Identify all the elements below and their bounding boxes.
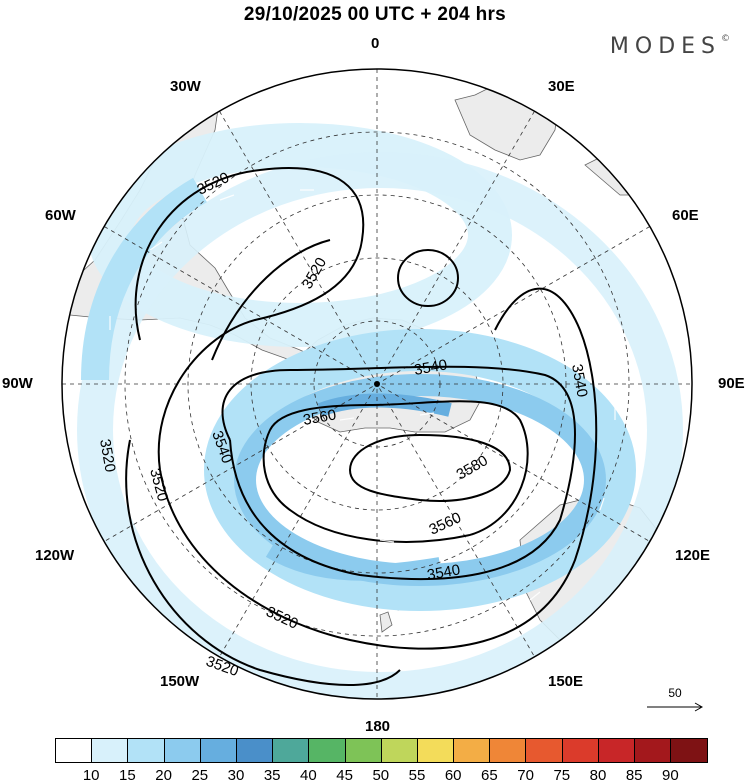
contour-3580: [349, 433, 512, 502]
colorbar-label: 15: [119, 767, 136, 784]
vector-key-label: 50: [668, 686, 682, 700]
colorbar-swatch: [381, 739, 418, 762]
brand-text: MODES: [609, 34, 721, 59]
lon-label-60w: 60W: [45, 207, 76, 224]
colorbar-label: 60: [444, 767, 462, 784]
wind-vectors: [109, 189, 616, 643]
lon-label-120e: 120E: [675, 547, 711, 564]
colorbar-label: 45: [336, 767, 353, 784]
copyright-mark: ©: [721, 34, 730, 44]
colorbar-label: 35: [263, 767, 281, 784]
lon-label-60e: 60E: [672, 207, 699, 224]
contour-label: 3540: [568, 363, 591, 399]
contour-label: 3580: [454, 452, 491, 483]
colorbar-swatch: [273, 739, 310, 762]
contour-3540-closed: [397, 249, 459, 307]
colorbar-labels: 10 15 20 25 30 35 40 45 50 55 60 65 70 75 80 85 90: [55, 763, 708, 784]
modes-logo: MODES©: [610, 34, 730, 59]
lon-label-90e: 90E: [718, 375, 745, 392]
new-zealand-south-land: [379, 611, 393, 633]
colorbar-label: 10: [82, 767, 100, 784]
colorbar-swatch: [671, 739, 708, 762]
contour-3520-c: [211, 239, 331, 361]
colorbar-swatch: [635, 739, 672, 762]
contour-3520-a: [134, 167, 598, 650]
colorbar-swatches: [55, 738, 709, 763]
colorbar-swatch: [454, 739, 491, 762]
colorbar-label: 55: [408, 767, 426, 784]
colorbar-swatch: [92, 739, 129, 762]
lon-label-150e: 150E: [548, 673, 584, 690]
colorbar-label: 20: [155, 767, 172, 784]
lon-label-0: 0: [371, 35, 380, 52]
contour-label: 3540: [413, 356, 449, 379]
africa-land: [454, 71, 561, 161]
lon-label-180: 180: [365, 718, 391, 735]
colorbar-swatch: [200, 739, 237, 762]
colorbar-label: 25: [191, 767, 209, 784]
lon-label-150w: 150W: [160, 673, 200, 690]
contour-label: 3560: [427, 509, 464, 539]
map-title: 29/10/2025 00 UTC + 204 hrs: [243, 4, 507, 25]
contours: [125, 167, 598, 686]
colorbar-label: 50: [372, 767, 390, 784]
jet-band-west: [81, 177, 208, 381]
colorbar-swatch: [598, 739, 635, 762]
colorbar-swatch: [164, 739, 201, 762]
colorbar-label: 65: [481, 767, 498, 784]
colorbar-label: 40: [300, 767, 317, 784]
inner-jet-band: [204, 329, 636, 611]
contour-label: 3560: [302, 406, 338, 429]
colorbar-swatch: [490, 739, 527, 762]
pole-marker: [374, 381, 380, 387]
colorbar-swatch: [128, 739, 165, 762]
map-boundary: [61, 68, 693, 700]
colorbar-swatch: [309, 739, 346, 762]
colorbar-swatch: [345, 739, 382, 762]
outer-jet-band: [77, 152, 683, 699]
wind-speed-shading: [77, 123, 683, 699]
colorbar-swatch: [562, 739, 599, 762]
contour-3560: [262, 400, 529, 543]
contour-3540: [221, 365, 576, 581]
contour-label: 3520: [146, 467, 171, 504]
colorbar-label: 75: [553, 767, 571, 784]
vector-key-arrow-icon: [647, 702, 704, 712]
madagascar-land: [584, 149, 671, 196]
colorbar-label: 30: [227, 767, 245, 784]
vector-key: 50: [645, 686, 705, 719]
lon-label-30w: 30W: [170, 78, 201, 95]
lon-label-30e: 30E: [548, 78, 575, 95]
colorbar-swatch: [56, 739, 93, 762]
lon-label-90w: 90W: [2, 375, 33, 392]
contour-label: 3520: [299, 255, 330, 292]
colorbar-swatch: [526, 739, 563, 762]
contour-label: 3520: [96, 438, 119, 474]
colorbar-label: 85: [625, 767, 643, 784]
colorbar-label: 80: [589, 767, 607, 784]
jet-band-upper: [88, 123, 512, 347]
colorbar: 10 15 20 25 30 35 40 45 50 55 60 65 70 75 80 85 90: [55, 738, 709, 784]
colorbar-label: 70: [517, 767, 534, 784]
colorbar-label: 90: [662, 767, 679, 784]
contour-label: 3520: [263, 603, 300, 633]
contour-label: 3540: [426, 561, 462, 584]
contour-3520-b: [125, 439, 401, 686]
colorbar-swatch: [236, 739, 274, 762]
lon-label-120w: 120W: [35, 547, 75, 564]
polar-map: 3520 3520 3520 3520 3520 3520 3540 3540 …: [61, 68, 693, 700]
colorbar-swatch: [417, 739, 455, 762]
